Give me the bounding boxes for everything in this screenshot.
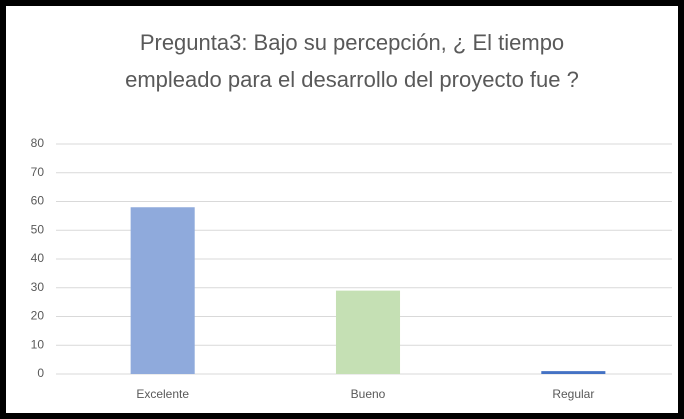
x-tick-label: Excelente xyxy=(136,387,189,401)
x-tick-label: Bueno xyxy=(351,387,386,401)
x-tick-label: Regular xyxy=(552,387,594,401)
bar xyxy=(130,207,195,374)
y-tick-label: 50 xyxy=(31,222,45,236)
y-tick-label: 0 xyxy=(37,366,44,380)
y-tick-label: 40 xyxy=(31,251,45,265)
y-tick-label: 10 xyxy=(31,337,45,351)
bar xyxy=(541,371,606,374)
y-tick-label: 60 xyxy=(31,194,45,208)
bar xyxy=(335,290,401,374)
y-tick-label: 70 xyxy=(31,165,45,179)
y-tick-label: 80 xyxy=(31,136,45,150)
chart-title: Pregunta3: Bajo su percepción, ¿ El tiem… xyxy=(125,30,579,92)
y-tick-label: 20 xyxy=(31,309,45,323)
y-tick-label: 30 xyxy=(31,280,45,294)
